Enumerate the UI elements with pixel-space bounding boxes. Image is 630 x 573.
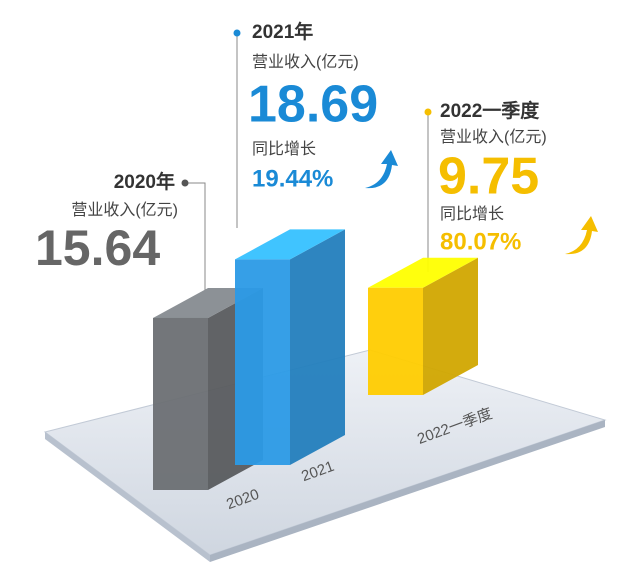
- leader-line: [185, 182, 206, 290]
- value-label: 15.64: [35, 220, 160, 276]
- value-label: 9.75: [438, 148, 539, 206]
- growth-label: 80.07%: [440, 228, 521, 255]
- platform-edge: [45, 432, 210, 562]
- platform-edge: [210, 420, 605, 562]
- value-caption: 营业收入(亿元): [440, 128, 547, 146]
- bar: [153, 317, 208, 490]
- bar: [368, 287, 423, 395]
- value-caption: 营业收入(亿元): [71, 201, 178, 219]
- leader-dot: [181, 179, 189, 187]
- leader-dot: [233, 29, 241, 37]
- bar-side: [290, 229, 345, 465]
- leader-dot: [424, 108, 432, 116]
- header-label: 2020年: [114, 170, 175, 193]
- value-caption: 营业收入(亿元): [252, 53, 359, 71]
- bar-side: [423, 257, 478, 395]
- growth-caption: 同比增长: [440, 205, 504, 223]
- header-label: 2021年: [252, 20, 313, 43]
- bar-top: [235, 229, 345, 260]
- growth-arrow: [365, 150, 398, 189]
- growth-label: 19.44%: [252, 165, 333, 192]
- bar-top: [368, 257, 478, 288]
- bar: [235, 259, 290, 465]
- growth-caption: 同比增长: [252, 140, 316, 158]
- growth-arrow: [565, 216, 598, 255]
- value-label: 18.69: [248, 76, 378, 134]
- header-label: 2022一季度: [440, 99, 540, 122]
